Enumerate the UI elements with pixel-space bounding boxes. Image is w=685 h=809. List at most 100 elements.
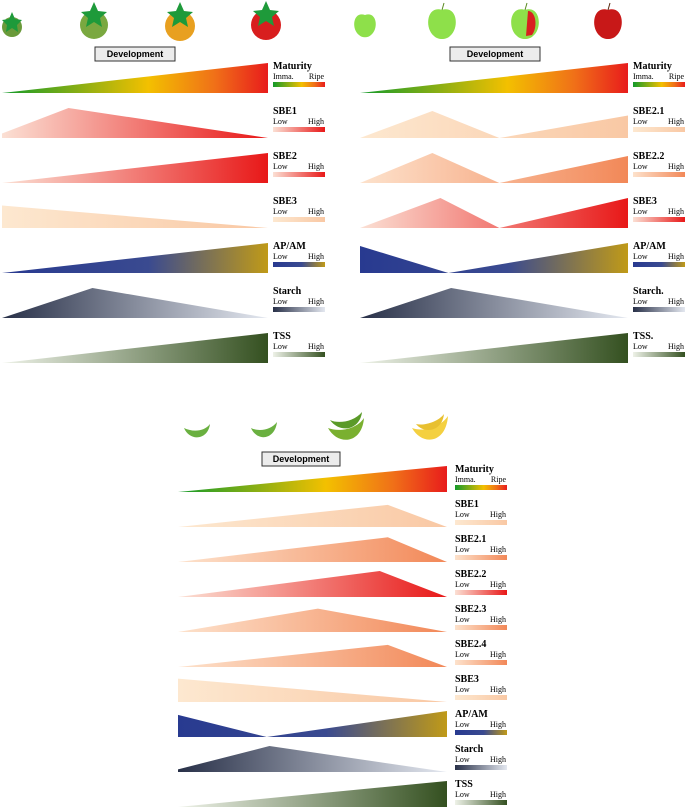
row-name: AP/AM (633, 241, 666, 252)
legend-bar (633, 217, 685, 222)
low-label: Low (633, 162, 648, 171)
profile-shape (178, 608, 447, 632)
row-name: TSS (455, 779, 473, 790)
profile-shape (178, 644, 447, 667)
high-label: High (308, 117, 324, 126)
high-label: High (490, 580, 506, 589)
low-label: Low (455, 545, 470, 554)
legend-bar (455, 590, 507, 595)
legend-bar (455, 730, 507, 735)
legend-bar (633, 352, 685, 357)
low-label: Low (455, 650, 470, 659)
high-label: Ripe (491, 475, 507, 484)
low-label: Low (633, 207, 648, 216)
low-label: Low (455, 615, 470, 624)
low-label: Low (273, 207, 288, 216)
legend-bar (455, 625, 507, 630)
profile-shape (2, 288, 268, 318)
banana-icons (184, 412, 448, 440)
legend-bar (455, 800, 507, 805)
profile-shape (2, 243, 268, 273)
development-label: Development (467, 49, 524, 59)
profile-shape (178, 537, 447, 562)
high-label: High (490, 545, 506, 554)
high-label: High (490, 720, 506, 729)
high-label: High (668, 207, 684, 216)
row-name: SBE1 (273, 106, 297, 117)
low-label: Low (455, 790, 470, 799)
row-name: Maturity (273, 61, 312, 72)
profile-shape (178, 678, 447, 702)
profile-shape (2, 108, 268, 138)
low-label: Imma. (273, 72, 294, 81)
profile-shape (178, 571, 447, 597)
development-box (261, 451, 341, 467)
row-name: SBE2.2 (455, 569, 486, 580)
low-label: Low (455, 685, 470, 694)
row-name: Starch (455, 744, 484, 755)
high-label: High (308, 297, 324, 306)
high-label: High (668, 297, 684, 306)
low-label: Low (633, 252, 648, 261)
row-name: TSS. (633, 331, 654, 342)
legend-bar (455, 765, 507, 770)
row-name: SBE2.3 (455, 604, 486, 615)
high-label: High (308, 207, 324, 216)
row-name: SBE3 (455, 674, 479, 685)
row-name: SBE3 (633, 196, 657, 207)
legend-bar (633, 262, 685, 267)
row-name: SBE1 (455, 499, 479, 510)
development-label: Development (273, 454, 330, 464)
high-label: High (668, 162, 684, 171)
row-name: SBE2.1 (633, 106, 664, 117)
high-label: High (490, 755, 506, 764)
high-label: High (490, 650, 506, 659)
legend-bar (455, 555, 507, 560)
row-name: SBE2.1 (455, 534, 486, 545)
profile-shape (360, 333, 628, 363)
legend-bar (633, 172, 685, 177)
profile-shape (360, 63, 628, 93)
low-label: Low (455, 580, 470, 589)
legend-bar (455, 660, 507, 665)
row-name: AP/AM (455, 709, 488, 720)
legend-bar (273, 217, 325, 222)
profile-shape (360, 243, 628, 273)
legend-bar (273, 127, 325, 132)
low-label: Low (273, 162, 288, 171)
low-label: Low (273, 252, 288, 261)
high-label: High (668, 252, 684, 261)
row-name: Starch. (633, 286, 664, 297)
profile-shape (178, 711, 447, 737)
profile-shape (178, 746, 447, 772)
high-label: High (490, 615, 506, 624)
high-label: High (668, 342, 684, 351)
legend-bar (273, 172, 325, 177)
legend-bar (455, 485, 507, 490)
profile-shape (2, 63, 268, 93)
profile-shape (178, 504, 447, 527)
development-box (449, 46, 541, 62)
legend-bar (633, 307, 685, 312)
low-label: Low (455, 720, 470, 729)
row-name: TSS (273, 331, 291, 342)
profile-shape (360, 288, 628, 318)
high-label: High (308, 162, 324, 171)
legend-bar (273, 82, 325, 87)
low-label: Imma. (633, 72, 654, 81)
high-label: Ripe (669, 72, 685, 81)
low-label: Imma. (455, 475, 476, 484)
profile-shape (360, 198, 628, 228)
high-label: High (308, 252, 324, 261)
row-name: SBE3 (273, 196, 297, 207)
low-label: Low (273, 297, 288, 306)
profile-shape (2, 153, 268, 183)
profile-shape (2, 333, 268, 363)
low-label: Low (273, 342, 288, 351)
high-label: High (308, 342, 324, 351)
profile-shape (360, 153, 628, 183)
legend-bar (273, 307, 325, 312)
row-name: Starch (273, 286, 302, 297)
